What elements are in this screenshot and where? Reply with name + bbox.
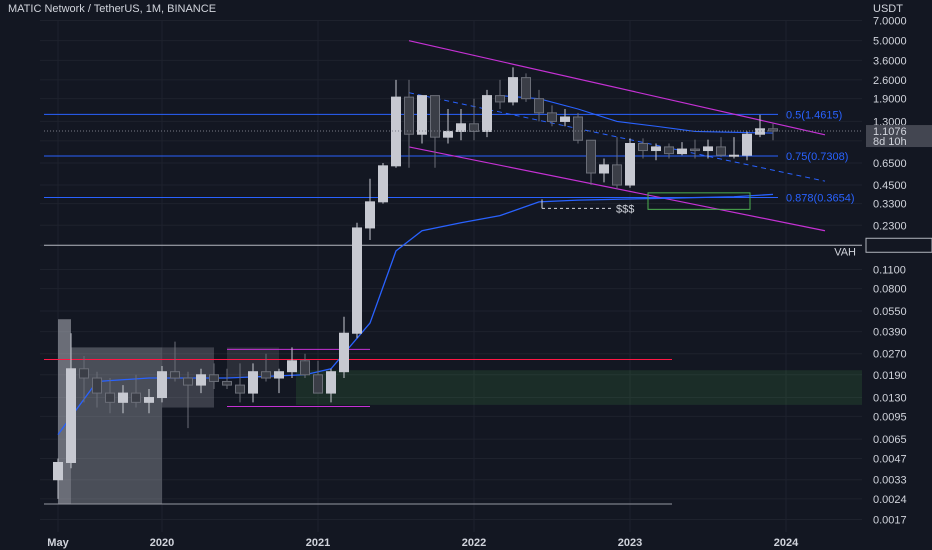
channel-mid-line bbox=[408, 92, 826, 182]
y-tick-label: 0.0390 bbox=[873, 327, 907, 339]
candle-body bbox=[261, 371, 271, 379]
candle-body bbox=[118, 392, 128, 403]
candle-body bbox=[92, 377, 102, 394]
candle-body bbox=[235, 384, 245, 394]
candle-body bbox=[482, 95, 492, 132]
candle-body bbox=[274, 371, 284, 379]
fib-level-label: 0.75(0.7308) bbox=[786, 151, 848, 163]
candle-body bbox=[53, 461, 63, 481]
y-tick-label: 2.6000 bbox=[873, 75, 907, 87]
y-axis-unit: USDT bbox=[873, 3, 903, 15]
candle-body bbox=[547, 112, 557, 122]
level-label: VAH bbox=[834, 246, 856, 258]
candle-body bbox=[287, 360, 297, 373]
candle-body bbox=[378, 165, 388, 203]
candle-body bbox=[625, 142, 635, 186]
candle-body bbox=[495, 95, 505, 103]
current-price-label: 1.1076 bbox=[873, 126, 907, 138]
y-tick-label: 0.2300 bbox=[873, 220, 907, 232]
candle-body bbox=[144, 397, 154, 403]
fib-level-label: 0.878(0.3654) bbox=[786, 193, 855, 205]
fib-level-label: 0.5(1.4615) bbox=[786, 109, 842, 121]
y-tick-label: 1.9000 bbox=[873, 94, 907, 106]
target-box bbox=[647, 192, 751, 210]
candle-body bbox=[755, 128, 765, 135]
y-tick-label: 0.0047 bbox=[873, 454, 907, 466]
y-tick-label: 0.0095 bbox=[873, 411, 907, 423]
y-tick-label: 0.4500 bbox=[873, 180, 907, 192]
candle-body bbox=[716, 146, 726, 156]
candle-body bbox=[352, 227, 362, 334]
current-price-badge bbox=[866, 125, 932, 148]
y-tick-label: 0.1100 bbox=[873, 265, 906, 277]
candle-body bbox=[508, 77, 518, 103]
y-tick-label: 0.0065 bbox=[873, 434, 907, 446]
candle-body bbox=[521, 77, 531, 100]
candle-body bbox=[365, 201, 375, 229]
candle-body bbox=[404, 96, 414, 135]
candle-body bbox=[339, 332, 349, 373]
candle-body bbox=[599, 164, 609, 174]
candle-body bbox=[534, 98, 544, 114]
candle-body bbox=[664, 146, 674, 155]
annotation-label: $$$ bbox=[616, 203, 634, 215]
candle-body bbox=[170, 371, 180, 379]
candle-body bbox=[443, 130, 453, 138]
candle-body bbox=[157, 371, 167, 399]
y-tick-label: 0.0550 bbox=[873, 306, 907, 318]
candle-body bbox=[313, 374, 323, 394]
candle-body bbox=[248, 371, 258, 394]
candle-body bbox=[209, 374, 219, 382]
candle-body bbox=[742, 133, 752, 156]
candle-body bbox=[222, 380, 232, 386]
x-tick-label: May bbox=[47, 537, 69, 549]
y-tick-label: 0.0017 bbox=[873, 515, 907, 527]
candle-body bbox=[326, 371, 336, 394]
candle-body bbox=[690, 148, 700, 152]
candle-body bbox=[417, 95, 427, 135]
candle-body bbox=[651, 146, 661, 152]
y-tick-label: 0.0130 bbox=[873, 393, 907, 405]
x-tick-label: 2022 bbox=[462, 537, 486, 549]
candle-body bbox=[703, 146, 713, 152]
candle-body bbox=[638, 142, 648, 152]
y-tick-label: 0.0033 bbox=[873, 475, 907, 487]
x-tick-label: 2021 bbox=[306, 537, 330, 549]
y-tick-label: 5.0000 bbox=[873, 36, 907, 48]
candle-body bbox=[729, 154, 739, 157]
candle-body bbox=[196, 374, 206, 386]
candle-body bbox=[66, 368, 76, 463]
candle-body bbox=[469, 123, 479, 132]
x-tick-label: 2020 bbox=[150, 537, 174, 549]
countdown-label: 8d 10h bbox=[873, 136, 907, 148]
candle-body bbox=[105, 392, 115, 403]
candle-body bbox=[677, 148, 687, 155]
candle-body bbox=[560, 116, 570, 122]
demand-zone bbox=[296, 370, 862, 405]
channel-upper-line bbox=[408, 40, 826, 136]
candle-body bbox=[573, 116, 583, 141]
candle-body bbox=[456, 123, 466, 132]
candle-body bbox=[300, 360, 310, 376]
vah-price-badge bbox=[865, 237, 932, 253]
candle-body bbox=[612, 164, 622, 186]
candle-body bbox=[586, 139, 596, 174]
chart-title: MATIC Network / TetherUS, 1M, BINANCE bbox=[8, 3, 217, 15]
candle-body bbox=[79, 368, 89, 379]
y-tick-label: 0.0800 bbox=[873, 284, 907, 296]
y-tick-label: 0.6500 bbox=[873, 158, 907, 170]
candle-body bbox=[430, 95, 440, 138]
y-tick-label: 3.6000 bbox=[873, 55, 907, 67]
y-tick-label: 0.0270 bbox=[873, 349, 907, 361]
y-tick-label: 7.0000 bbox=[873, 16, 907, 28]
y-tick-label: 0.3300 bbox=[873, 199, 907, 211]
x-tick-label: 2023 bbox=[618, 537, 642, 549]
x-tick-label: 2024 bbox=[774, 537, 799, 549]
y-tick-label: 0.0190 bbox=[873, 370, 907, 382]
candle-body bbox=[183, 377, 193, 386]
y-tick-label: 0.0024 bbox=[873, 494, 907, 506]
candle-body bbox=[131, 392, 141, 403]
